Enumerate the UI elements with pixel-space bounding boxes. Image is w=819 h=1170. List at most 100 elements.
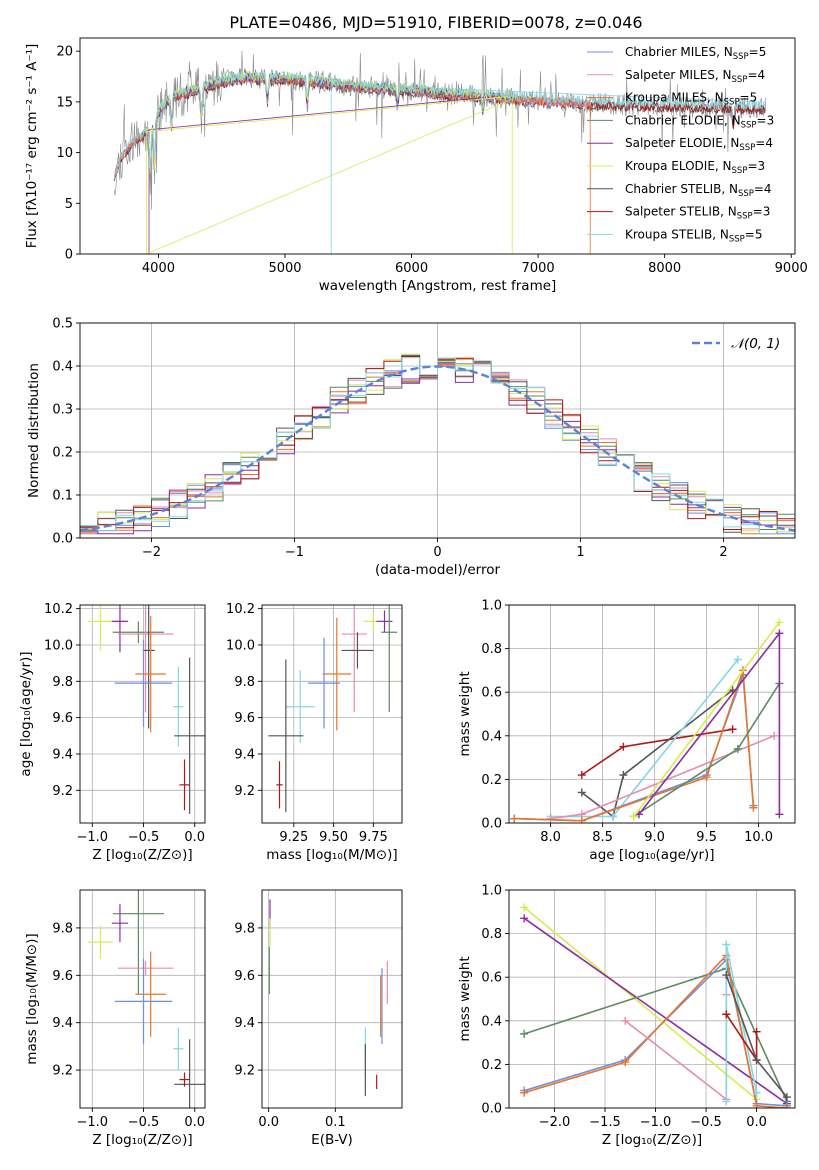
series-marker: [577, 788, 586, 797]
y-tick-label: 0.5: [52, 317, 73, 332]
x-tick-label: 8000: [648, 261, 681, 276]
figure-title: PLATE=0486, MJD=51910, FIBERID=0078, z=0…: [229, 13, 642, 32]
y-tick-label: 15: [56, 95, 73, 110]
legend-label: Salpeter ELODIE, NSSP=4: [625, 136, 773, 153]
series-marker: [609, 812, 617, 821]
x-axis-label: wavelength [Angstrom, rest frame]: [319, 278, 557, 294]
histogram-kroupa-stelib: [80, 357, 795, 538]
grid-lines: [262, 605, 402, 823]
spectrum-panel: 4000 5000 6000 7000 8000 9000 0 5 10 15 20 waveleng…: [24, 37, 808, 294]
series-marker: [702, 773, 711, 782]
y-tick-label: 10.2: [226, 602, 255, 617]
y-tick-label: 10.2: [44, 602, 73, 617]
series-marker: [752, 1101, 761, 1108]
x-tick-label: −2.0: [539, 1115, 571, 1130]
axes-frame: [79, 322, 796, 539]
series-marker: [520, 1029, 529, 1038]
errorbar-point: [322, 617, 352, 731]
legend-label-subscript: SSP: [729, 234, 745, 244]
y-tick-label: 10.0: [44, 638, 73, 653]
series-marker: [722, 1097, 731, 1106]
errorbar-point: [173, 1027, 184, 1071]
y-tick-label: 0.6: [481, 686, 502, 701]
x-tick-label: 7000: [522, 261, 555, 276]
errorbar-point: [285, 670, 315, 744]
axes-frame: [79, 604, 206, 824]
y-tick-label: 0.1: [52, 489, 73, 504]
y-tick-label: 10.0: [226, 638, 255, 653]
y-tick-label: 0.0: [481, 1102, 502, 1117]
x-tick-label: 10.0: [744, 830, 773, 845]
x-tick-label: 9.75: [359, 830, 388, 845]
axes-frame: [79, 37, 796, 255]
y-tick-label: 9.6: [234, 969, 255, 984]
series-line-chabrier-stelib: [581, 689, 734, 818]
errorbar-point: [111, 904, 129, 943]
y-tick-label: 9.2: [234, 1064, 255, 1079]
grid-lines: [509, 889, 795, 1109]
y-tick-label: 1.0: [481, 599, 502, 614]
errorbar-point: [268, 659, 304, 813]
errorbar-point: [376, 610, 393, 633]
series-line-salpeter-elodie: [523, 917, 788, 1105]
legend-label-text: Salpeter STELIB, N: [625, 205, 737, 219]
errorbar-point: [135, 615, 167, 733]
legend-label: Kroupa MILES, NSSP=5: [625, 91, 757, 108]
plot-area: [510, 618, 784, 823]
legend-label: Salpeter STELIB, NSSP=3: [625, 205, 770, 222]
errorbar-point: [114, 639, 173, 727]
y-tick-label: 1.0: [481, 884, 502, 899]
legend-label: Kroupa ELODIE, NSSP=3: [625, 159, 765, 176]
errorbar-point: [88, 925, 113, 959]
age-vs-metallicity-panel: −1.0 −0.5 0.0 9.2 9.4 9.6 9.8 10.0 10.2 Z [log₁₀(…: [18, 602, 206, 863]
series-marker: [510, 814, 519, 823]
y-tick-label: 9.4: [52, 1016, 73, 1031]
legend-label-value: =3: [747, 159, 765, 173]
legend-label-subscript: SSP: [732, 75, 748, 85]
x-axis-label: Z [log₁₀(Z/Z⊙)]: [602, 1132, 702, 1148]
plot-area: [113, 50, 767, 254]
errorbar-point: [341, 632, 374, 669]
errorbar-point: [174, 657, 205, 814]
errorbar-point: [341, 605, 367, 713]
plot-area: [88, 605, 205, 814]
plot-area: [80, 353, 795, 538]
y-tick-label: 0: [65, 248, 73, 263]
y-tick-label: 0.8: [481, 642, 502, 657]
y-tick-label: 9.8: [234, 921, 255, 936]
x-tick-label: −1: [285, 545, 304, 560]
series-marker: [722, 1010, 731, 1019]
x-tick-label: −1.0: [77, 830, 109, 845]
y-tick-label: 20: [56, 45, 73, 60]
errorbar-point: [308, 637, 340, 729]
errorbar-point: [381, 605, 398, 713]
x-tick-label: −0.5: [128, 830, 160, 845]
mass-vs-ebv-panel: 0.0 0.1 9.2 9.4 9.6 9.8 E(B-V): [234, 889, 403, 1148]
axes-frame: [79, 889, 206, 1109]
model-spectrum-kroupa-stelib: [113, 70, 766, 254]
series-marker: [722, 971, 731, 980]
series-line-chabrier-miles: [514, 674, 755, 822]
y-tick-label: 9.2: [52, 784, 73, 799]
x-tick-label: 9.25: [279, 830, 308, 845]
legend-label-text: Kroupa MILES, N: [625, 91, 724, 105]
series-marker: [722, 940, 731, 949]
x-tick-label: −2: [142, 545, 161, 560]
y-tick-label: 0.2: [481, 773, 502, 788]
legend-label-text: Salpeter ELODIE, N: [625, 136, 739, 150]
errorbar-point: [112, 890, 165, 995]
y-axis-label: age [log₁₀(age/yr)]: [18, 651, 34, 776]
series-marker: [520, 914, 529, 923]
x-tick-label: 0.1: [325, 1115, 346, 1130]
x-tick-label: 6000: [395, 261, 428, 276]
series-line-kroupa-elodie: [523, 906, 758, 1100]
residuals-histogram-panel: −2 −1 0 1 2 0.0 0.1 0.2 0.3 0.4 0.5 (data-model)/er…: [26, 317, 796, 578]
series-marker: [752, 1056, 761, 1065]
y-axis-label: Normed distribution: [26, 363, 42, 498]
x-axis-label: (data-model)/error: [375, 562, 501, 578]
legend-label-value: =5: [745, 227, 763, 241]
x-tick-label: 2: [719, 545, 727, 560]
y-tick-label: 0.4: [52, 360, 73, 375]
series-marker: [577, 771, 586, 780]
plot-area: [268, 899, 388, 1097]
